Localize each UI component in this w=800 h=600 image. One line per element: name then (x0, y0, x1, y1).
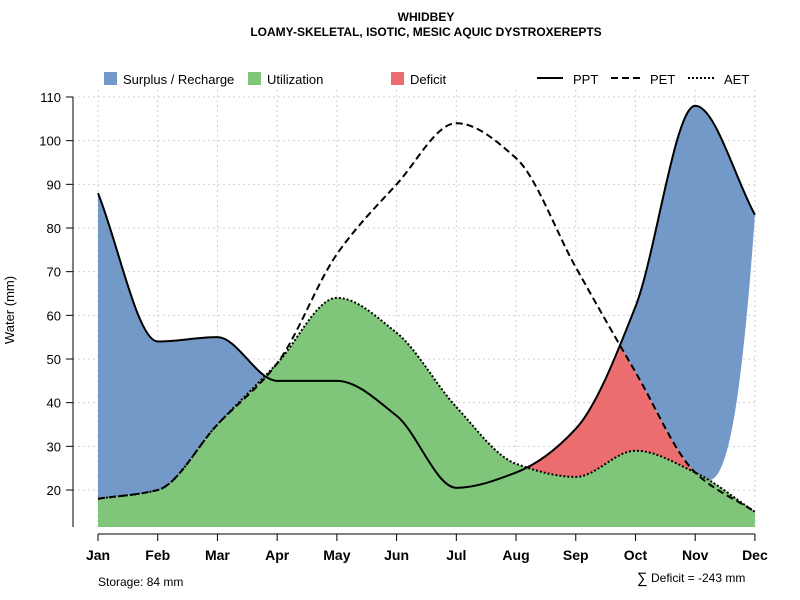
y-axis-label: Water (mm) (2, 276, 17, 344)
x-tick-label-dec: Dec (742, 547, 768, 563)
chart-subtitle: LOAMY-SKELETAL, ISOTIC, MESIC AQUIC DYST… (250, 25, 601, 39)
sum-icon: ∑ (637, 570, 648, 587)
y-tick-label-30: 30 (47, 439, 61, 454)
legend-label-pet: PET (650, 72, 675, 87)
y-tick-label-40: 40 (47, 396, 61, 411)
x-tick-label-feb: Feb (145, 547, 170, 563)
y-tick-label-50: 50 (47, 352, 61, 367)
x-tick-label-may: May (323, 547, 350, 563)
aet-line (97, 296, 756, 513)
legend-label-utilization: Utilization (267, 72, 323, 87)
y-tick-label-60: 60 (47, 308, 61, 323)
y-tick-label-70: 70 (47, 265, 61, 280)
series-lines (97, 104, 756, 513)
x-tick-label-sep: Sep (563, 547, 589, 563)
x-tick-label-jun: Jun (384, 547, 409, 563)
y-tick-label-90: 90 (47, 177, 61, 192)
legend-swatch-recharge (104, 72, 117, 85)
legend: Surplus / Recharge Utilization Deficit P… (104, 72, 749, 87)
ppt-line (97, 104, 756, 489)
utilization-area (98, 297, 755, 527)
chart-title: WHIDBEY (398, 10, 455, 24)
deficit-total-note: Deficit = -243 mm (651, 571, 745, 585)
legend-label-aet: AET (724, 72, 749, 87)
x-tick-label-nov: Nov (682, 547, 709, 563)
legend-label-deficit: Deficit (410, 72, 447, 87)
x-tick-label-jul: Jul (446, 547, 466, 563)
x-tick-label-apr: Apr (265, 547, 290, 563)
x-tick-label-aug: Aug (502, 547, 529, 563)
x-tick-label-mar: Mar (205, 547, 230, 563)
fill-areas (98, 105, 755, 527)
legend-swatch-deficit (391, 72, 404, 85)
legend-swatch-utilization (248, 72, 261, 85)
x-tick-label-jan: Jan (86, 547, 110, 563)
y-tick-label-110: 110 (40, 90, 61, 105)
legend-label-ppt: PPT (573, 72, 598, 87)
y-tick-label-80: 80 (47, 221, 61, 236)
storage-note: Storage: 84 mm (98, 575, 183, 589)
axes: 20 30 40 50 60 70 80 90 100 110 Jan Feb Mar Apr May Jun… (39, 90, 768, 563)
y-tick-label-100: 100 (39, 134, 61, 149)
x-tick-label-oct: Oct (624, 547, 648, 563)
y-tick-label-20: 20 (47, 483, 61, 498)
legend-label-recharge: Surplus / Recharge (123, 72, 234, 87)
pet-line (97, 122, 756, 513)
